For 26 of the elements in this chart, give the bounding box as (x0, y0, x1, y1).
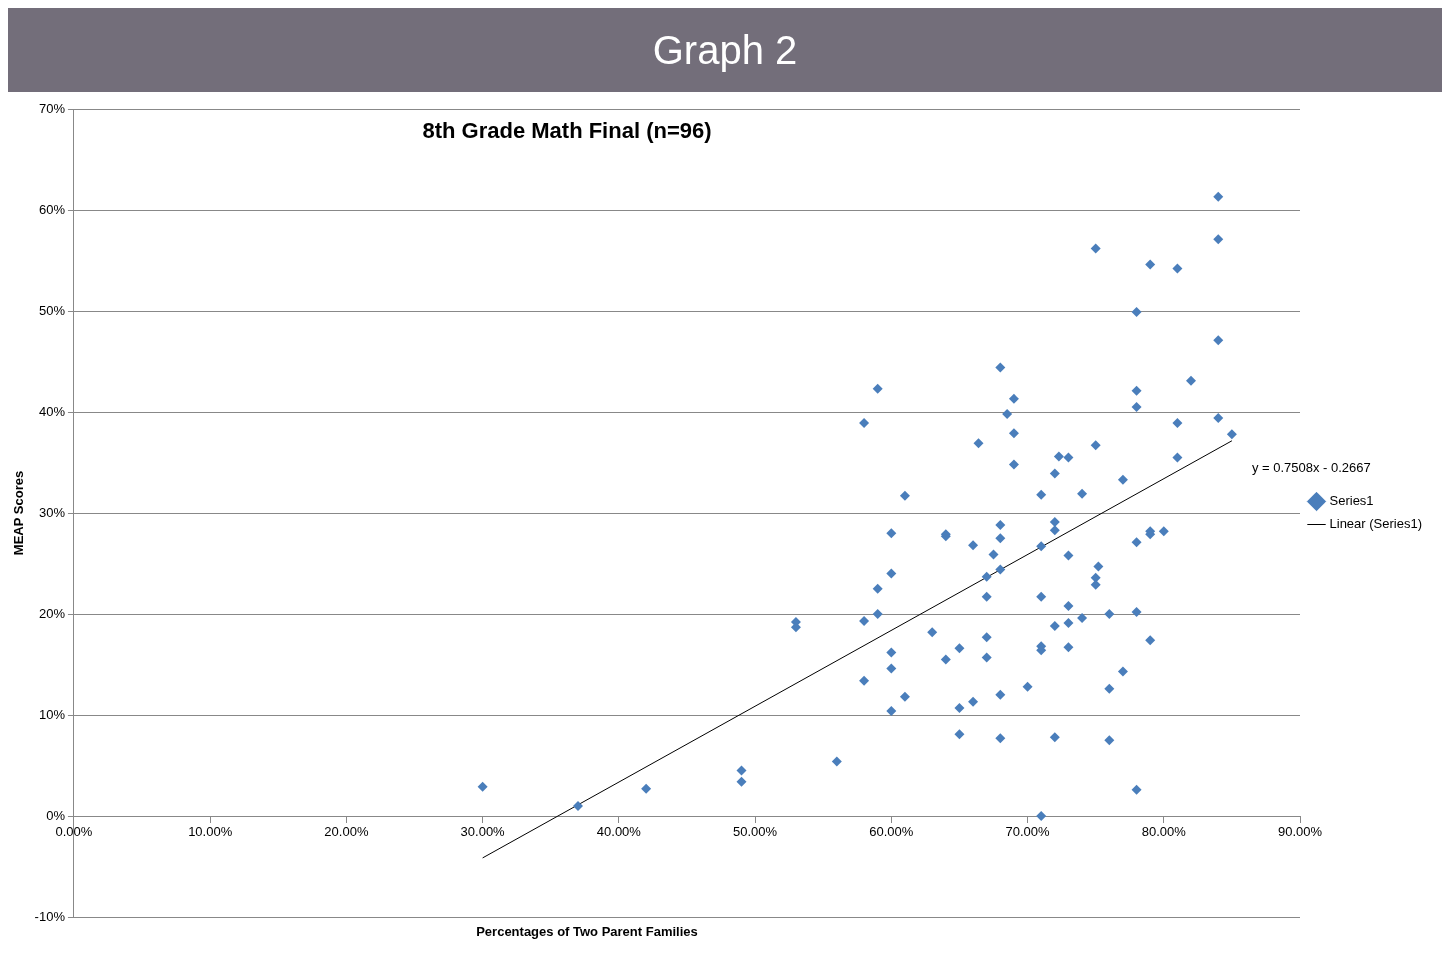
y-axis-title: MEAP Scores (11, 470, 27, 556)
chart-title: Graph 2 (652, 27, 798, 73)
x-tick-label: 60.00% (869, 824, 914, 840)
x-axis-title: Percentages of Two Parent Families (476, 923, 698, 939)
y-tick-label: 50% (38, 302, 66, 318)
y-tick-label: 40% (38, 403, 66, 419)
chart-subtitle: 8th Grade Math Final (n=96) (422, 118, 712, 144)
y-tick-label: 10% (38, 706, 66, 722)
x-tick-label: 40.00% (596, 824, 642, 840)
y-tick-label: -10% (34, 908, 66, 924)
x-tick-label: 80.00% (1141, 824, 1187, 840)
y-tick-label: 70% (38, 100, 66, 116)
x-tick-label: 30.00% (460, 824, 506, 840)
x-tick-label: 0.00% (55, 824, 93, 840)
x-tick-label: 70.00% (1005, 824, 1051, 840)
y-tick-label: 60% (38, 201, 66, 217)
y-tick-label: 30% (38, 504, 66, 520)
x-tick-label: 20.00% (324, 824, 369, 840)
legend-label: Series1 (1329, 493, 1374, 509)
y-tick-label: 0% (46, 807, 66, 823)
x-tick-label: 90.00% (1277, 824, 1323, 840)
annotation: y = 0.7508x - 0.2667 (1251, 460, 1371, 476)
y-tick-label: 20% (38, 605, 66, 621)
legend-label: Linear (Series1) (1329, 516, 1423, 532)
x-tick-label: 50.00% (733, 824, 778, 840)
x-tick-label: 10.00% (188, 824, 233, 840)
